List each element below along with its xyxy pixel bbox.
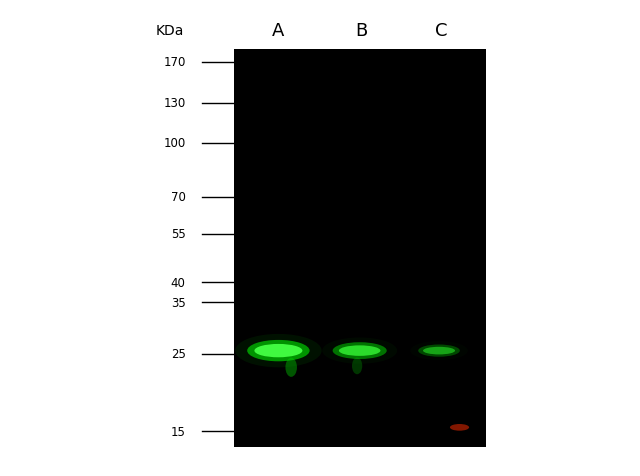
Ellipse shape [254, 344, 302, 357]
Ellipse shape [333, 343, 387, 359]
Ellipse shape [236, 334, 321, 367]
Text: 100: 100 [163, 137, 186, 150]
Text: 55: 55 [171, 228, 186, 241]
Ellipse shape [247, 340, 310, 362]
Text: 40: 40 [171, 276, 186, 289]
Text: 170: 170 [163, 56, 186, 69]
Text: 130: 130 [163, 97, 186, 110]
Ellipse shape [339, 346, 381, 356]
Ellipse shape [323, 338, 397, 364]
Ellipse shape [423, 347, 455, 355]
Text: C: C [435, 22, 448, 40]
Text: KDa: KDa [156, 24, 184, 38]
Text: 25: 25 [171, 347, 186, 360]
Ellipse shape [450, 424, 469, 431]
Text: 15: 15 [171, 425, 186, 438]
Text: 70: 70 [171, 191, 186, 204]
Text: A: A [272, 22, 285, 40]
Text: B: B [355, 22, 368, 40]
Text: 35: 35 [171, 296, 186, 309]
Ellipse shape [410, 341, 468, 360]
Ellipse shape [352, 358, 362, 375]
Bar [234, 50, 486, 447]
Ellipse shape [419, 345, 460, 357]
Ellipse shape [285, 358, 297, 377]
